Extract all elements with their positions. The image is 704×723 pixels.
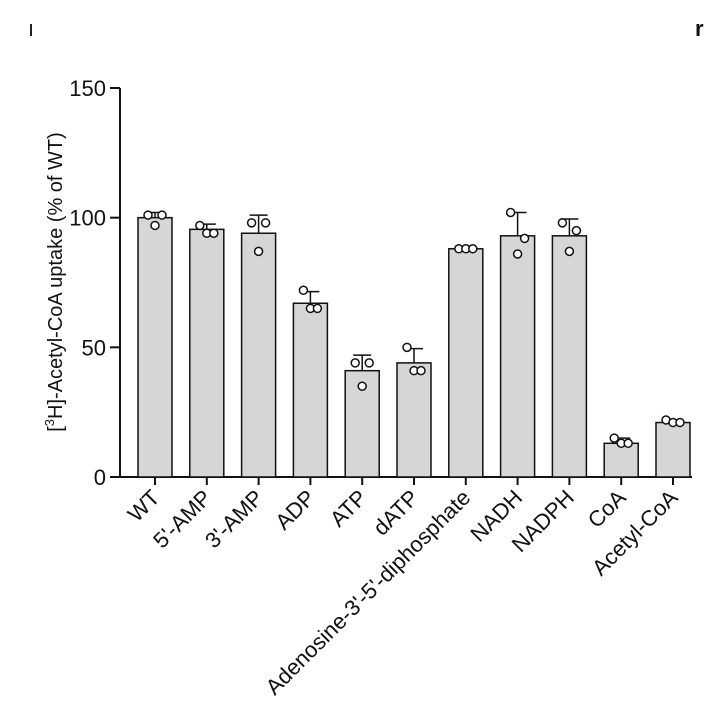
data-point bbox=[468, 244, 478, 254]
y-axis-title: [3H]-Acetyl-CoA uptake (% of WT) bbox=[42, 132, 67, 432]
bar bbox=[189, 228, 225, 478]
bar bbox=[499, 235, 536, 478]
y-tick-label: 50 bbox=[82, 335, 106, 360]
data-point bbox=[557, 218, 568, 228]
y-tick-label: 100 bbox=[69, 206, 106, 231]
x-tick-label: ADP bbox=[270, 485, 320, 535]
data-points bbox=[143, 207, 685, 449]
adjacent-panel-letter: r bbox=[695, 16, 704, 41]
data-point bbox=[357, 381, 367, 391]
bar bbox=[292, 302, 329, 478]
data-point bbox=[143, 210, 153, 220]
data-point bbox=[416, 365, 426, 376]
data-point bbox=[312, 303, 323, 314]
data-point bbox=[609, 433, 619, 443]
data-point bbox=[564, 246, 575, 257]
y-axis-title-superscript: 3 bbox=[42, 419, 57, 426]
data-point bbox=[364, 358, 374, 368]
data-point bbox=[402, 342, 412, 353]
data-point bbox=[519, 233, 530, 244]
data-point bbox=[253, 246, 264, 257]
data-point bbox=[505, 207, 516, 218]
bars bbox=[137, 216, 691, 478]
data-point bbox=[675, 417, 685, 428]
data-point bbox=[195, 220, 205, 231]
x-tick-label: 3'-AMP bbox=[200, 485, 268, 553]
y-tick-label: 150 bbox=[69, 76, 106, 101]
y-axis-title-prefix: [ bbox=[45, 426, 67, 432]
bar bbox=[137, 216, 173, 478]
data-point bbox=[298, 285, 309, 296]
bar bbox=[448, 248, 484, 478]
x-tick-label: WT bbox=[123, 485, 165, 527]
panel-edge-mark bbox=[30, 24, 32, 36]
bar bbox=[603, 442, 639, 478]
bar bbox=[551, 235, 588, 478]
data-point bbox=[260, 218, 271, 228]
data-point bbox=[150, 220, 160, 231]
x-tick-label: ATP bbox=[325, 485, 372, 532]
data-point bbox=[209, 228, 219, 238]
bar bbox=[396, 362, 432, 478]
bar bbox=[655, 421, 691, 478]
data-point bbox=[571, 225, 582, 236]
data-point bbox=[157, 210, 167, 220]
data-point bbox=[512, 249, 523, 259]
y-axis-title-rest: H]-Acetyl-CoA uptake (% of WT) bbox=[45, 132, 67, 419]
y-tick-label: 0 bbox=[94, 465, 106, 490]
data-point bbox=[350, 358, 360, 368]
bar bbox=[240, 232, 277, 478]
data-point bbox=[246, 218, 257, 228]
data-point bbox=[623, 438, 633, 449]
